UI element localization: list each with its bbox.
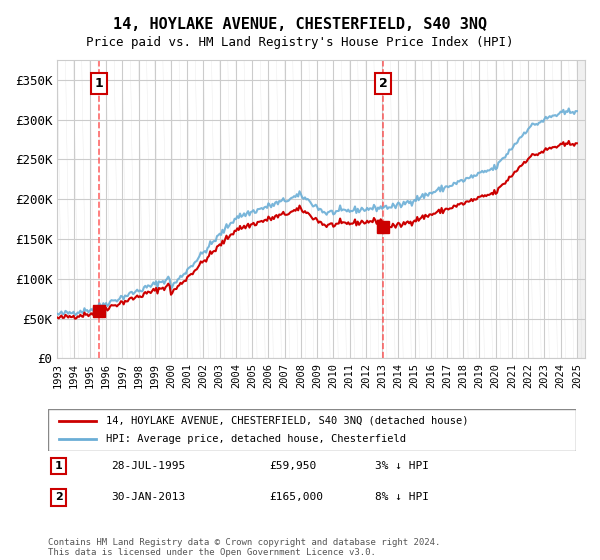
- Text: 2: 2: [55, 492, 62, 502]
- Text: 3% ↓ HPI: 3% ↓ HPI: [376, 461, 430, 471]
- Text: 1: 1: [95, 77, 103, 90]
- FancyBboxPatch shape: [48, 409, 576, 451]
- Text: 28-JUL-1995: 28-JUL-1995: [112, 461, 185, 471]
- Text: 14, HOYLAKE AVENUE, CHESTERFIELD, S40 3NQ (detached house): 14, HOYLAKE AVENUE, CHESTERFIELD, S40 3N…: [106, 416, 469, 426]
- Text: 30-JAN-2013: 30-JAN-2013: [112, 492, 185, 502]
- Text: Price paid vs. HM Land Registry's House Price Index (HPI): Price paid vs. HM Land Registry's House …: [86, 36, 514, 49]
- Text: £165,000: £165,000: [270, 492, 324, 502]
- Text: £59,950: £59,950: [270, 461, 317, 471]
- Text: 2: 2: [379, 77, 388, 90]
- Text: HPI: Average price, detached house, Chesterfield: HPI: Average price, detached house, Ches…: [106, 434, 406, 444]
- Text: 1: 1: [55, 461, 62, 471]
- Text: 8% ↓ HPI: 8% ↓ HPI: [376, 492, 430, 502]
- Text: Contains HM Land Registry data © Crown copyright and database right 2024.
This d: Contains HM Land Registry data © Crown c…: [48, 538, 440, 557]
- Text: 14, HOYLAKE AVENUE, CHESTERFIELD, S40 3NQ: 14, HOYLAKE AVENUE, CHESTERFIELD, S40 3N…: [113, 17, 487, 32]
